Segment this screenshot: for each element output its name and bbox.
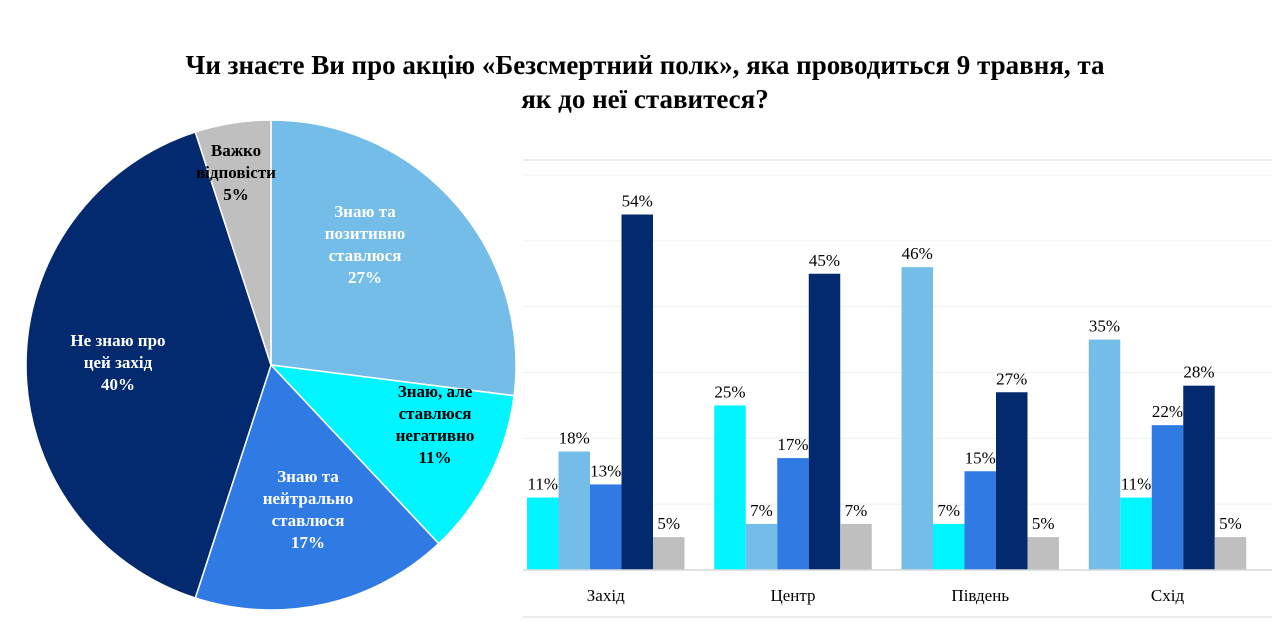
bar <box>653 537 685 570</box>
bar <box>1183 385 1215 570</box>
pie-value-label: 27% <box>348 268 382 287</box>
bar-value-label: 7% <box>845 501 868 520</box>
bar-value-label: 45% <box>809 251 840 270</box>
pie-label: Не знаю про цей захід 40% <box>70 331 165 394</box>
bar <box>777 458 809 570</box>
bar <box>901 267 933 570</box>
pie-label-line: Знаю, але <box>398 382 473 401</box>
bar-value-label: 5% <box>657 514 680 533</box>
pie-label: Знаю, але ставлюся негативно 11% <box>396 382 475 467</box>
category-label: Захід <box>587 586 625 605</box>
bar-value-label: 11% <box>527 475 558 494</box>
bar <box>745 523 778 570</box>
pie-label: Знаю та позитивно ставлюся 27% <box>325 202 406 287</box>
pie-slice <box>25 131 272 599</box>
bar-value-label: 18% <box>559 429 590 448</box>
pie-label-line: цей захід <box>84 353 153 372</box>
bar-value-label: 7% <box>937 501 960 520</box>
pie-label-line: ставлюся <box>329 246 402 265</box>
bar-value-label: 35% <box>1089 317 1120 336</box>
bar <box>1151 425 1184 570</box>
pie-slice <box>270 119 517 397</box>
pie-label-line: позитивно <box>325 224 406 243</box>
pie-value-label: 17% <box>291 533 325 552</box>
category-label: Південь <box>951 586 1009 605</box>
title-line-2: як до неї ставитеся? <box>521 84 769 114</box>
bar-value-label: 5% <box>1032 514 1055 533</box>
bar-value-label: 5% <box>1219 514 1242 533</box>
bar <box>1088 339 1121 570</box>
bar-value-label: 17% <box>777 435 808 454</box>
title-line-1: Чи знаєте Ви про акцію «Безсмертний полк… <box>185 50 1105 80</box>
category-label: Центр <box>770 586 815 605</box>
bar <box>558 451 590 570</box>
pie-value-label: 5% <box>223 185 249 204</box>
bar <box>1027 537 1059 570</box>
pie-label-line: Знаю та <box>334 202 396 221</box>
bar <box>933 523 965 570</box>
bar-value-label: 13% <box>590 461 621 480</box>
bar <box>527 497 559 570</box>
bar-value-label: 27% <box>996 369 1027 388</box>
pie-slice <box>194 119 272 366</box>
bar-value-label: 15% <box>965 448 996 467</box>
pie-label-line: Не знаю про <box>70 331 165 350</box>
bar <box>1214 537 1247 570</box>
pie-slice <box>269 363 515 545</box>
bar-value-label: 7% <box>750 501 773 520</box>
bar-value-label: 22% <box>1152 402 1183 421</box>
category-label: Схід <box>1151 586 1185 605</box>
pie-label-line: ставлюся <box>399 404 472 423</box>
bar <box>621 214 653 570</box>
bar <box>808 273 841 570</box>
pie-label: Важко відповісти 5% <box>196 141 276 204</box>
pie-label-line: негативно <box>396 426 475 445</box>
pie-label-line: Знаю та <box>277 467 339 486</box>
pie-label-line: ставлюся <box>272 511 345 530</box>
bar <box>1120 497 1152 570</box>
pie-slice <box>194 363 440 611</box>
bar <box>840 523 872 570</box>
bar-value-label: 11% <box>1121 475 1152 494</box>
pie-label-line: нейтрально <box>263 489 354 508</box>
bar-value-label: 28% <box>1183 363 1214 382</box>
bar <box>996 392 1028 570</box>
chart-title: Чи знаєте Ви про акцію «Безсмертний полк… <box>0 48 1280 116</box>
pie-label-line: Важко <box>211 141 261 160</box>
bar <box>964 471 996 570</box>
pie-value-label: 40% <box>101 375 135 394</box>
bar <box>714 405 746 570</box>
pie-value-label: 11% <box>418 448 451 467</box>
bar-value-label: 25% <box>714 382 745 401</box>
pie-label-line: відповісти <box>196 163 276 182</box>
bar-value-label: 46% <box>902 244 933 263</box>
pie-label: Знаю та нейтрально ставлюся 17% <box>263 467 354 552</box>
bar-value-label: 54% <box>622 192 653 211</box>
bar <box>590 484 622 570</box>
